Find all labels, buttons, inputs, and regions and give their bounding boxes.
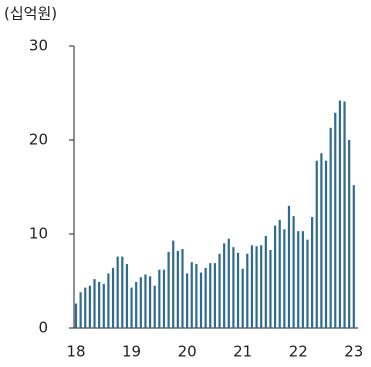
x-tick-label: 21	[233, 343, 252, 361]
bar	[190, 262, 193, 328]
bar	[213, 263, 216, 328]
x-tick-label: 22	[289, 343, 308, 361]
bar	[167, 251, 170, 328]
x-tick-label: 23	[344, 343, 363, 361]
bar	[102, 283, 105, 328]
bar	[195, 264, 198, 328]
bar	[130, 287, 133, 328]
bar	[306, 239, 309, 328]
bar	[287, 205, 291, 328]
bar	[162, 269, 166, 328]
unit-label: (십억원)	[4, 5, 57, 23]
bar	[241, 268, 244, 328]
bar	[227, 238, 230, 328]
bar	[255, 246, 258, 328]
bar	[223, 243, 226, 328]
bar	[264, 235, 267, 328]
bar	[176, 250, 179, 328]
y-tick-label: 20	[29, 131, 48, 149]
bar	[218, 253, 221, 328]
x-tick-label: 19	[122, 343, 141, 361]
bar	[348, 140, 351, 328]
bar	[111, 267, 115, 328]
bar	[93, 279, 96, 328]
bar	[273, 225, 277, 328]
bar	[148, 276, 152, 328]
bar	[343, 101, 346, 329]
bar	[79, 292, 82, 328]
bar	[172, 240, 175, 328]
bar	[186, 273, 189, 328]
bar	[260, 245, 263, 328]
bar	[278, 219, 281, 328]
bar	[135, 281, 138, 328]
bar	[311, 217, 314, 328]
x-tick-label: 18	[66, 343, 85, 361]
x-tick-label: 20	[178, 343, 197, 361]
bar	[301, 231, 304, 328]
bar	[320, 153, 323, 328]
bar	[236, 252, 240, 328]
bar	[209, 263, 212, 328]
y-tick-label: 0	[38, 319, 48, 337]
bar	[283, 229, 286, 328]
bar	[338, 100, 342, 329]
bar	[199, 272, 203, 328]
bar	[352, 185, 355, 328]
bar	[116, 256, 119, 328]
bar	[232, 247, 235, 328]
bar	[84, 287, 87, 328]
bar	[329, 127, 332, 328]
y-tick-label: 30	[29, 37, 48, 55]
bar	[181, 249, 184, 328]
y-tick-label: 10	[29, 225, 48, 243]
bar	[121, 256, 124, 328]
bar	[139, 277, 142, 328]
bar	[324, 160, 328, 328]
bar	[292, 216, 295, 328]
bar	[334, 112, 337, 329]
bar	[107, 273, 110, 328]
bar	[125, 264, 129, 328]
bar	[246, 253, 249, 328]
bar	[158, 269, 161, 328]
bar	[88, 285, 91, 328]
bar	[250, 245, 254, 328]
bar	[204, 267, 207, 328]
bar	[297, 231, 300, 328]
bar	[269, 249, 272, 328]
bar	[315, 160, 318, 328]
bar	[144, 274, 147, 328]
bar	[98, 281, 101, 328]
bar	[74, 303, 78, 328]
bar	[153, 285, 156, 328]
